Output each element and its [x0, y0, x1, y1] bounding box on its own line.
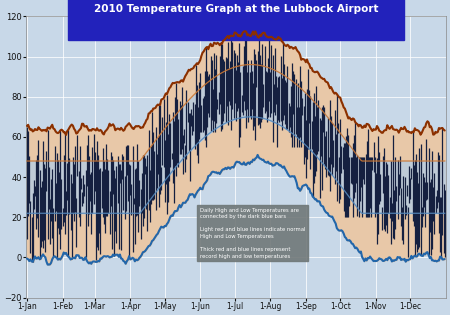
Title: 2010 Temperature Graph at the Lubbock Airport: 2010 Temperature Graph at the Lubbock Ai…	[94, 4, 378, 14]
Text: Daily High and Low Temperatures are
connected by the dark blue bars

Light red a: Daily High and Low Temperatures are conn…	[200, 208, 306, 259]
